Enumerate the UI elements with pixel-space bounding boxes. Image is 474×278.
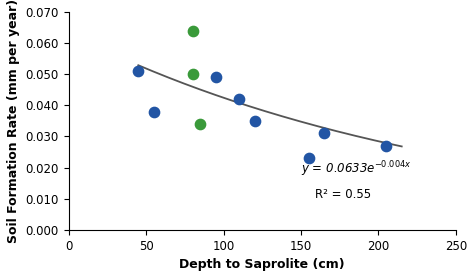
Point xyxy=(305,156,312,160)
X-axis label: Depth to Saprolite (cm): Depth to Saprolite (cm) xyxy=(180,258,345,271)
Point xyxy=(150,109,157,114)
Point xyxy=(383,143,390,148)
Point xyxy=(320,131,328,136)
Text: y = 0.0633e$^{-0.004x}$: y = 0.0633e$^{-0.004x}$ xyxy=(301,159,411,178)
Text: R² = 0.55: R² = 0.55 xyxy=(315,188,371,202)
Point xyxy=(135,69,142,73)
Point xyxy=(251,119,258,123)
Point xyxy=(197,122,204,126)
Point xyxy=(189,72,196,76)
Point xyxy=(189,28,196,33)
Y-axis label: Soil Formation Rate (mm per year): Soil Formation Rate (mm per year) xyxy=(7,0,20,243)
Point xyxy=(212,75,219,80)
Point xyxy=(235,97,243,101)
